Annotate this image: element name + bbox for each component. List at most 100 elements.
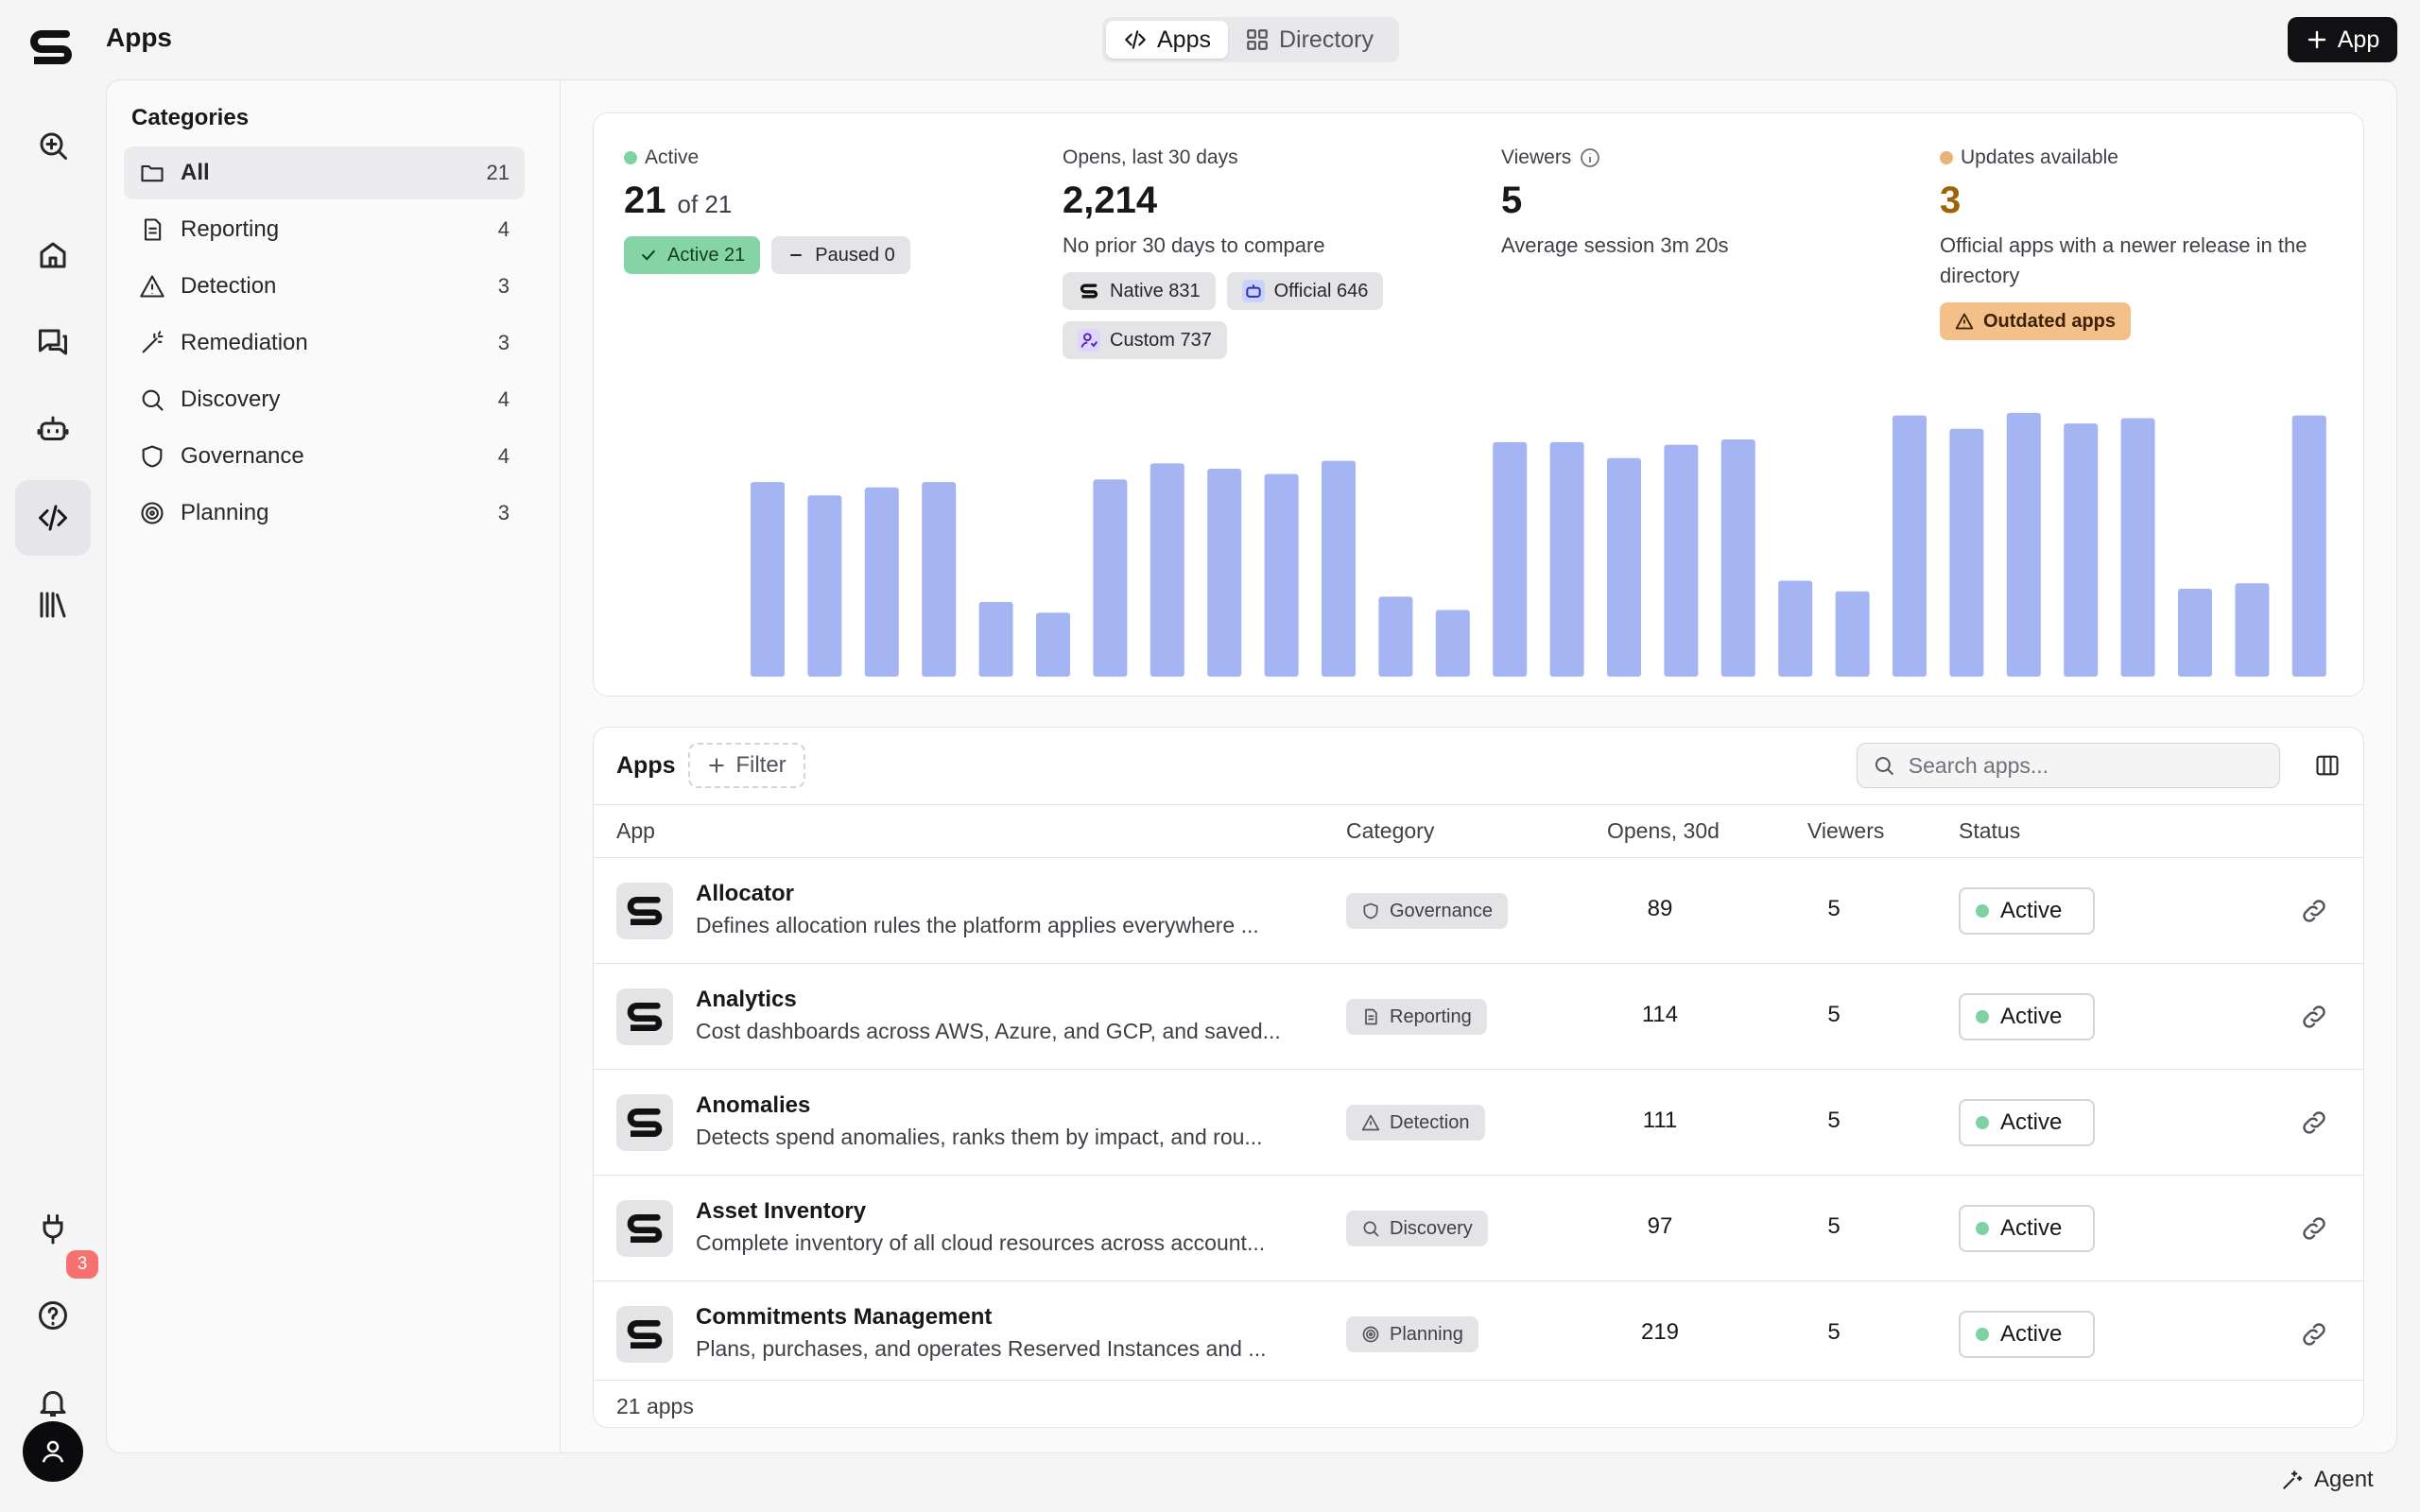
tab-directory-label: Directory xyxy=(1278,26,1374,53)
chart-bar[interactable] xyxy=(1264,473,1299,677)
official-pill[interactable]: Official 646 xyxy=(1226,272,1384,310)
opens-value: 114 xyxy=(1641,1002,1679,1027)
chart-bar[interactable] xyxy=(2064,423,2099,677)
chart-bar[interactable] xyxy=(1664,444,1699,677)
avatar[interactable] xyxy=(23,1421,83,1482)
chart-bar[interactable] xyxy=(1378,596,1413,677)
link-icon[interactable] xyxy=(2299,1319,2329,1349)
chart-bar[interactable] xyxy=(1893,415,1927,677)
chart-bar[interactable] xyxy=(751,482,785,677)
paused-filter-pill[interactable]: Paused 0 xyxy=(771,236,910,274)
link-icon[interactable] xyxy=(2299,1108,2329,1138)
category-all[interactable]: All 21 xyxy=(124,146,525,199)
chart-bar[interactable] xyxy=(2291,415,2326,677)
active-filter-pill[interactable]: Active 21 xyxy=(624,236,761,274)
app-logo-icon xyxy=(616,988,673,1045)
table-row[interactable]: Commitments Management Plans, purchases,… xyxy=(594,1281,2363,1380)
status-badge[interactable]: Active xyxy=(1959,887,2095,935)
stat-viewers: Viewers 5 Average session 3m 20s xyxy=(1501,146,1898,261)
category-label: Reporting xyxy=(181,216,280,242)
chart-bar[interactable] xyxy=(2006,412,2041,677)
chart-bar[interactable] xyxy=(1207,469,1242,677)
chart-bar[interactable] xyxy=(1093,479,1128,677)
agent-button[interactable]: Agent xyxy=(2280,1467,2374,1493)
filter-button[interactable]: Filter xyxy=(688,743,805,788)
table-row[interactable]: Anomalies Detects spend anomalies, ranks… xyxy=(594,1070,2363,1176)
folder-icon xyxy=(141,164,164,182)
user-icon xyxy=(42,1440,64,1463)
rail-library[interactable] xyxy=(15,567,91,643)
rail-help[interactable] xyxy=(15,1278,91,1353)
logo-icon[interactable] xyxy=(28,25,74,70)
stat-updates-label: Updates available xyxy=(1961,146,2118,168)
col-status[interactable]: Status xyxy=(1959,818,2021,843)
link-icon[interactable] xyxy=(2299,896,2329,926)
chart-bar[interactable] xyxy=(864,487,899,677)
chart-bar[interactable] xyxy=(1150,463,1184,677)
status-badge[interactable]: Active xyxy=(1959,1205,2095,1252)
rail-code[interactable] xyxy=(15,480,91,556)
link-icon[interactable] xyxy=(2299,1213,2329,1244)
category-planning[interactable]: Planning 3 xyxy=(124,487,525,540)
search-input[interactable] xyxy=(1908,752,2264,779)
chart-bar[interactable] xyxy=(2178,588,2212,677)
chart-bar[interactable] xyxy=(1835,591,1870,677)
plus-icon xyxy=(709,758,724,773)
status-badge[interactable]: Active xyxy=(1959,993,2095,1040)
tab-apps[interactable]: Apps xyxy=(1106,21,1228,59)
rail-chat[interactable] xyxy=(15,304,91,380)
rail-home[interactable] xyxy=(15,217,91,293)
status-label: Active xyxy=(2000,1109,2063,1135)
info-icon[interactable] xyxy=(1579,146,1601,169)
category-governance[interactable]: Governance 4 xyxy=(124,430,525,483)
native-icon xyxy=(1078,280,1100,302)
status-label: Active xyxy=(2000,1321,2063,1347)
status-badge[interactable]: Active xyxy=(1959,1099,2095,1146)
category-reporting[interactable]: Reporting 4 xyxy=(124,203,525,256)
col-app[interactable]: App xyxy=(616,818,655,843)
native-pill[interactable]: Native 831 xyxy=(1063,272,1216,310)
chart-bar[interactable] xyxy=(922,482,957,677)
chart-bar[interactable] xyxy=(1778,580,1813,677)
category-discovery[interactable]: Discovery 4 xyxy=(124,373,525,426)
outdated-apps-pill[interactable]: Outdated apps xyxy=(1940,302,2132,340)
app-logo-icon xyxy=(616,1200,673,1257)
table-row[interactable]: Asset Inventory Complete inventory of al… xyxy=(594,1176,2363,1281)
chart-bar[interactable] xyxy=(1036,612,1070,677)
table-row[interactable]: Allocator Defines allocation rules the p… xyxy=(594,858,2363,964)
chart-bar[interactable] xyxy=(978,602,1013,677)
custom-pill[interactable]: Custom 737 xyxy=(1063,321,1227,359)
app-name[interactable]: Asset Inventory xyxy=(696,1198,867,1224)
link-icon[interactable] xyxy=(2299,1002,2329,1032)
table-row[interactable]: Analytics Cost dashboards across AWS, Az… xyxy=(594,964,2363,1070)
col-opens[interactable]: Opens, 30d xyxy=(1607,818,1720,843)
col-viewers[interactable]: Viewers xyxy=(1807,818,1885,843)
chart-bar[interactable] xyxy=(2235,583,2270,677)
add-app-button[interactable]: App xyxy=(2288,17,2397,62)
category-remediation[interactable]: Remediation 3 xyxy=(124,317,525,369)
app-name[interactable]: Commitments Management xyxy=(696,1304,993,1330)
chart-bar[interactable] xyxy=(1493,441,1528,677)
rail-bot[interactable] xyxy=(15,391,91,467)
status-badge[interactable]: Active xyxy=(1959,1311,2095,1358)
rail-notifications[interactable] xyxy=(15,1365,91,1440)
status-dot xyxy=(1976,1222,1989,1235)
category-detection[interactable]: Detection 3 xyxy=(124,260,525,313)
chart-bar[interactable] xyxy=(2120,418,2155,677)
chart-bar[interactable] xyxy=(1435,610,1470,678)
columns-button[interactable] xyxy=(2310,748,2344,782)
tab-directory[interactable]: Directory xyxy=(1228,21,1391,59)
rail-search-zoom[interactable] xyxy=(15,108,91,183)
app-name[interactable]: Allocator xyxy=(696,881,795,906)
chart-bar[interactable] xyxy=(1607,457,1641,677)
app-name[interactable]: Anomalies xyxy=(696,1092,811,1118)
chart-bar[interactable] xyxy=(1949,428,1984,677)
col-category[interactable]: Category xyxy=(1346,818,1435,843)
chart-bar[interactable] xyxy=(1322,460,1356,677)
chart-bar[interactable] xyxy=(807,495,842,677)
rail-integrations[interactable] xyxy=(15,1191,91,1266)
app-name[interactable]: Analytics xyxy=(696,987,797,1012)
plug-icon xyxy=(43,1214,63,1245)
chart-bar[interactable] xyxy=(1549,441,1584,677)
chart-bar[interactable] xyxy=(1720,439,1755,677)
